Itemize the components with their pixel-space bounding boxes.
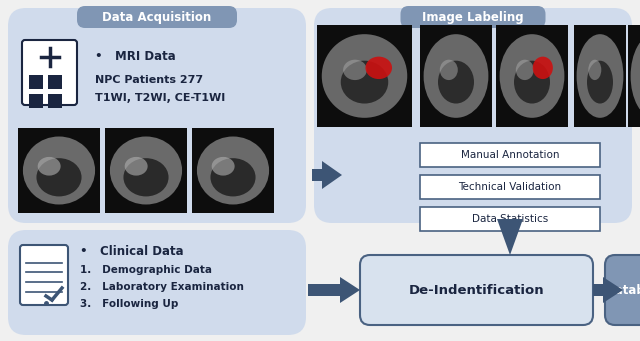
Bar	[420, 207, 600, 231]
Text: Technical Validation: Technical Validation	[458, 182, 561, 192]
Polygon shape	[603, 277, 623, 303]
FancyBboxPatch shape	[77, 6, 237, 28]
Ellipse shape	[38, 157, 61, 176]
Polygon shape	[322, 161, 342, 189]
Ellipse shape	[124, 158, 168, 196]
Bar	[496, 25, 568, 127]
Ellipse shape	[110, 136, 182, 205]
Bar	[29, 75, 43, 89]
Bar	[420, 175, 600, 199]
Polygon shape	[340, 277, 360, 303]
Text: NPC Patients 277: NPC Patients 277	[95, 75, 203, 85]
Text: •   Clinical Data: • Clinical Data	[80, 245, 184, 258]
Text: Data Statistics: Data Statistics	[472, 214, 548, 224]
FancyBboxPatch shape	[20, 245, 68, 305]
FancyBboxPatch shape	[605, 255, 640, 325]
Ellipse shape	[365, 57, 392, 79]
Text: 2.   Laboratory Examination: 2. Laboratory Examination	[80, 282, 244, 292]
Bar	[593, 284, 603, 296]
Text: Database: Database	[606, 283, 640, 297]
Polygon shape	[497, 219, 523, 255]
FancyBboxPatch shape	[8, 230, 306, 335]
Ellipse shape	[587, 61, 613, 104]
Bar	[420, 25, 492, 127]
Ellipse shape	[424, 34, 488, 118]
Ellipse shape	[212, 157, 235, 176]
Bar	[48, 94, 62, 108]
Text: 3.   Following Up: 3. Following Up	[80, 299, 179, 309]
Text: Data Acquisition: Data Acquisition	[102, 11, 212, 24]
Ellipse shape	[322, 34, 407, 118]
FancyBboxPatch shape	[360, 255, 593, 325]
Bar	[308, 284, 340, 296]
Ellipse shape	[514, 61, 550, 104]
Ellipse shape	[197, 136, 269, 205]
Ellipse shape	[343, 60, 367, 80]
Bar	[18, 128, 100, 213]
Ellipse shape	[438, 61, 474, 104]
Ellipse shape	[500, 34, 564, 118]
Bar	[420, 143, 600, 167]
Text: •   MRI Data: • MRI Data	[95, 50, 176, 63]
Bar	[628, 25, 640, 127]
Ellipse shape	[23, 136, 95, 205]
Ellipse shape	[532, 57, 553, 79]
Text: Manual Annotation: Manual Annotation	[461, 150, 559, 160]
Ellipse shape	[440, 60, 458, 80]
Text: Image Labeling: Image Labeling	[422, 11, 524, 24]
Bar	[504, 231, 516, 237]
Ellipse shape	[516, 60, 534, 80]
Bar	[312, 169, 322, 181]
Bar	[317, 25, 412, 127]
Ellipse shape	[211, 158, 255, 196]
Bar	[29, 94, 43, 108]
FancyBboxPatch shape	[8, 8, 306, 223]
Ellipse shape	[577, 34, 623, 118]
Ellipse shape	[630, 34, 640, 118]
Ellipse shape	[340, 61, 388, 104]
FancyBboxPatch shape	[22, 40, 77, 105]
Bar	[48, 75, 62, 89]
Bar	[574, 25, 626, 127]
Bar	[105, 128, 187, 213]
FancyBboxPatch shape	[314, 8, 632, 223]
Ellipse shape	[36, 158, 81, 196]
Text: 1.   Demographic Data: 1. Demographic Data	[80, 265, 212, 275]
Ellipse shape	[588, 60, 602, 80]
Ellipse shape	[125, 157, 148, 176]
Bar	[192, 128, 274, 213]
Text: T1WI, T2WI, CE-T1WI: T1WI, T2WI, CE-T1WI	[95, 93, 225, 103]
FancyBboxPatch shape	[401, 6, 545, 28]
Text: De-Indentification: De-Indentification	[409, 283, 544, 297]
